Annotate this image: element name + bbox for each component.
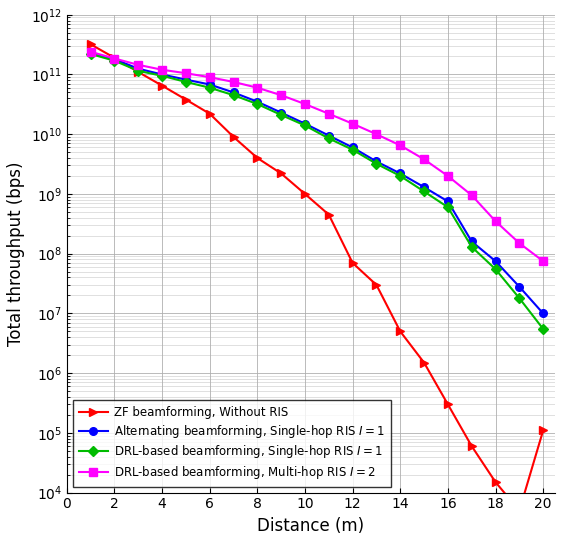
Alternating beamforming, Single-hop RIS $I = 1$ [206,81,213,88]
Alternating beamforming, Single-hop RIS $I = 1$ [540,310,546,317]
DRL-based beamforming, Single-hop RIS $I = 1$ [516,295,523,301]
DRL-based beamforming, Single-hop RIS $I = 1$ [468,244,475,250]
DRL-based beamforming, Multi-hop RIS $I = 2$ [421,156,428,163]
DRL-based beamforming, Multi-hop RIS $I = 2$ [254,85,261,91]
Line: ZF beamforming, Without RIS: ZF beamforming, Without RIS [87,41,547,514]
ZF beamforming, Without RIS [135,69,142,75]
DRL-based beamforming, Single-hop RIS $I = 1$ [445,204,451,210]
DRL-based beamforming, Single-hop RIS $I = 1$ [254,101,261,107]
DRL-based beamforming, Single-hop RIS $I = 1$ [492,266,499,273]
DRL-based beamforming, Single-hop RIS $I = 1$ [302,122,309,129]
DRL-based beamforming, Multi-hop RIS $I = 2$ [445,173,451,179]
ZF beamforming, Without RIS [492,479,499,486]
Legend: ZF beamforming, Without RIS, Alternating beamforming, Single-hop RIS $I = 1$, DR: ZF beamforming, Without RIS, Alternating… [72,401,391,487]
ZF beamforming, Without RIS [206,111,213,117]
Alternating beamforming, Single-hop RIS $I = 1$ [183,76,189,83]
DRL-based beamforming, Multi-hop RIS $I = 2$ [349,120,356,127]
Alternating beamforming, Single-hop RIS $I = 1$ [349,144,356,151]
ZF beamforming, Without RIS [516,507,523,514]
DRL-based beamforming, Multi-hop RIS $I = 2$ [325,111,332,117]
Alternating beamforming, Single-hop RIS $I = 1$ [516,283,523,290]
Alternating beamforming, Single-hop RIS $I = 1$ [254,99,261,105]
Alternating beamforming, Single-hop RIS $I = 1$ [492,258,499,264]
Alternating beamforming, Single-hop RIS $I = 1$ [87,50,94,56]
DRL-based beamforming, Multi-hop RIS $I = 2$ [278,92,284,99]
DRL-based beamforming, Single-hop RIS $I = 1$ [206,85,213,91]
DRL-based beamforming, Single-hop RIS $I = 1$ [278,112,284,118]
ZF beamforming, Without RIS [230,134,237,140]
Alternating beamforming, Single-hop RIS $I = 1$ [135,66,142,72]
DRL-based beamforming, Single-hop RIS $I = 1$ [421,188,428,195]
ZF beamforming, Without RIS [254,154,261,161]
DRL-based beamforming, Single-hop RIS $I = 1$ [87,51,94,57]
DRL-based beamforming, Multi-hop RIS $I = 2$ [540,258,546,264]
Alternating beamforming, Single-hop RIS $I = 1$ [230,89,237,96]
ZF beamforming, Without RIS [397,328,404,334]
ZF beamforming, Without RIS [325,211,332,218]
ZF beamforming, Without RIS [468,443,475,449]
Y-axis label: Total throughput (bps): Total throughput (bps) [7,162,25,346]
ZF beamforming, Without RIS [302,191,309,197]
DRL-based beamforming, Multi-hop RIS $I = 2$ [111,55,118,62]
ZF beamforming, Without RIS [183,96,189,103]
ZF beamforming, Without RIS [349,260,356,266]
Alternating beamforming, Single-hop RIS $I = 1$ [468,238,475,245]
DRL-based beamforming, Single-hop RIS $I = 1$ [135,68,142,74]
DRL-based beamforming, Single-hop RIS $I = 1$ [230,92,237,99]
DRL-based beamforming, Multi-hop RIS $I = 2$ [183,70,189,76]
DRL-based beamforming, Single-hop RIS $I = 1$ [183,79,189,85]
DRL-based beamforming, Single-hop RIS $I = 1$ [158,73,165,79]
DRL-based beamforming, Multi-hop RIS $I = 2$ [373,131,380,138]
DRL-based beamforming, Multi-hop RIS $I = 2$ [397,142,404,149]
ZF beamforming, Without RIS [421,359,428,366]
Alternating beamforming, Single-hop RIS $I = 1$ [397,170,404,177]
Line: Alternating beamforming, Single-hop RIS $I = 1$: Alternating beamforming, Single-hop RIS … [87,49,547,317]
Line: DRL-based beamforming, Single-hop RIS $I = 1$: DRL-based beamforming, Single-hop RIS $I… [87,50,547,333]
X-axis label: Distance (m): Distance (m) [257,517,365,535]
ZF beamforming, Without RIS [158,82,165,89]
ZF beamforming, Without RIS [111,55,118,61]
Alternating beamforming, Single-hop RIS $I = 1$ [373,158,380,165]
DRL-based beamforming, Multi-hop RIS $I = 2$ [206,74,213,80]
DRL-based beamforming, Multi-hop RIS $I = 2$ [135,62,142,68]
Alternating beamforming, Single-hop RIS $I = 1$ [302,120,309,127]
Alternating beamforming, Single-hop RIS $I = 1$ [111,56,118,62]
ZF beamforming, Without RIS [278,170,284,177]
Alternating beamforming, Single-hop RIS $I = 1$ [278,109,284,116]
Alternating beamforming, Single-hop RIS $I = 1$ [445,198,451,205]
DRL-based beamforming, Multi-hop RIS $I = 2$ [516,240,523,247]
ZF beamforming, Without RIS [445,401,451,408]
Alternating beamforming, Single-hop RIS $I = 1$ [158,71,165,78]
ZF beamforming, Without RIS [373,282,380,288]
Alternating beamforming, Single-hop RIS $I = 1$ [325,132,332,139]
Line: DRL-based beamforming, Multi-hop RIS $I = 2$: DRL-based beamforming, Multi-hop RIS $I … [87,48,547,265]
Alternating beamforming, Single-hop RIS $I = 1$ [421,184,428,190]
DRL-based beamforming, Single-hop RIS $I = 1$ [349,146,356,153]
DRL-based beamforming, Single-hop RIS $I = 1$ [325,135,332,141]
DRL-based beamforming, Multi-hop RIS $I = 2$ [468,192,475,198]
ZF beamforming, Without RIS [87,41,94,48]
DRL-based beamforming, Multi-hop RIS $I = 2$ [230,79,237,85]
DRL-based beamforming, Single-hop RIS $I = 1$ [111,57,118,64]
DRL-based beamforming, Single-hop RIS $I = 1$ [540,326,546,332]
DRL-based beamforming, Single-hop RIS $I = 1$ [373,160,380,167]
DRL-based beamforming, Multi-hop RIS $I = 2$ [302,101,309,107]
DRL-based beamforming, Multi-hop RIS $I = 2$ [87,49,94,55]
DRL-based beamforming, Single-hop RIS $I = 1$ [397,173,404,179]
ZF beamforming, Without RIS [540,427,546,434]
DRL-based beamforming, Multi-hop RIS $I = 2$ [158,67,165,73]
DRL-based beamforming, Multi-hop RIS $I = 2$ [492,218,499,224]
